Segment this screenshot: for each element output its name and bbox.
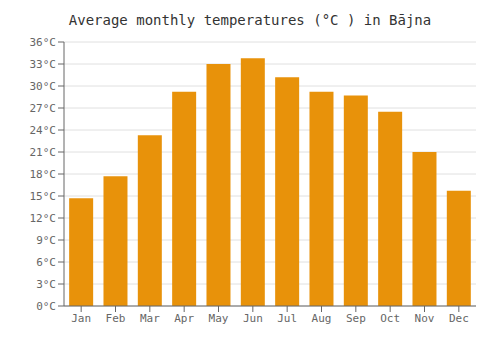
svg-text:33°C: 33°C — [30, 58, 57, 71]
svg-text:27°C: 27°C — [30, 102, 57, 115]
svg-text:6°C: 6°C — [36, 256, 56, 269]
svg-text:Oct: Oct — [380, 312, 400, 325]
svg-text:Jun: Jun — [243, 312, 263, 325]
svg-text:9°C: 9°C — [36, 234, 56, 247]
html-text:Average monthly temperatures (: Average monthly temperatures (°C ) in Bā… — [68, 12, 432, 28]
svg-text:21°C: 21°C — [30, 146, 57, 159]
svg-text:24°C: 24°C — [30, 124, 57, 137]
svg-text:Feb: Feb — [106, 312, 126, 325]
svg-text:May: May — [209, 312, 229, 325]
svg-text:Aug: Aug — [312, 312, 332, 325]
svg-text:18°C: 18°C — [30, 168, 57, 181]
svg-text:15°C: 15°C — [30, 190, 57, 203]
svg-text:36°C: 36°C — [30, 36, 57, 49]
svg-text:Dec: Dec — [449, 312, 469, 325]
svg-text:Mar: Mar — [140, 312, 160, 325]
svg-text:30°C: 30°C — [30, 80, 57, 93]
svg-text:Apr: Apr — [174, 312, 194, 325]
svg-text:Jan: Jan — [71, 312, 91, 325]
svg-text:Nov: Nov — [415, 312, 435, 325]
svg-text:Sep: Sep — [346, 312, 366, 325]
svg-text:Jul: Jul — [277, 312, 297, 325]
svg-text:0°C: 0°C — [36, 300, 56, 313]
svg-text:12°C: 12°C — [30, 212, 57, 225]
svg-text:3°C: 3°C — [36, 278, 56, 291]
